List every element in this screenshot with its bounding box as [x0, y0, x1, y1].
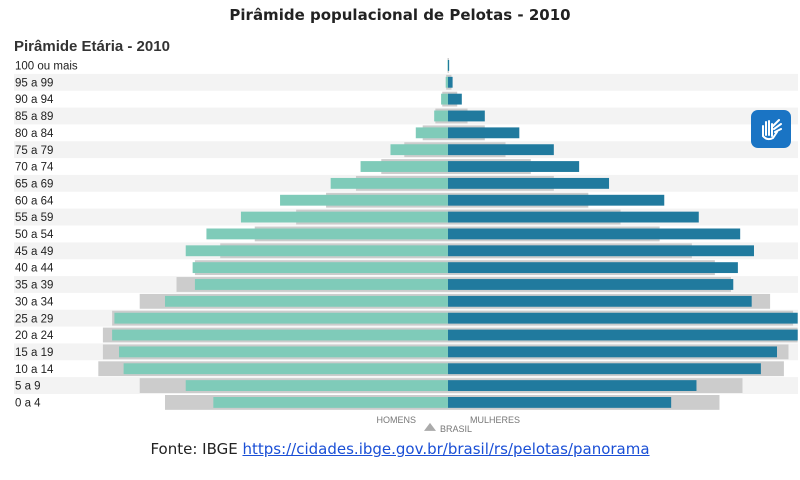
bar-mulheres: [448, 76, 453, 88]
source-link[interactable]: https://cidades.ibge.gov.br/brasil/rs/pe…: [242, 440, 650, 458]
chart-title: Pirâmide Etária - 2010: [14, 38, 170, 55]
bar-mulheres: [448, 211, 699, 223]
category-label: 10 a 14: [15, 364, 54, 376]
bar-mulheres: [448, 93, 462, 105]
bar-mulheres: [448, 346, 777, 358]
bar-homens: [119, 346, 449, 358]
category-label: 75 a 79: [15, 145, 53, 157]
category-label: 95 a 99: [15, 77, 53, 89]
bar-mulheres: [448, 397, 672, 408]
bar-homens: [185, 245, 448, 257]
bar-mulheres: [448, 295, 752, 307]
bar-homens: [114, 312, 449, 324]
bar-mulheres: [448, 329, 798, 341]
category-label: 20 a 24: [15, 330, 54, 342]
bar-homens: [434, 110, 448, 122]
accessibility-button[interactable]: [751, 110, 791, 148]
bar-homens: [194, 279, 448, 290]
bar-mulheres: [448, 60, 450, 71]
category-label: 70 a 74: [15, 162, 54, 174]
category-label: 50 a 54: [15, 229, 54, 241]
source-caption: Fonte: IBGE https://cidades.ibge.gov.br/…: [0, 440, 800, 458]
bar-homens: [390, 144, 448, 156]
bar-mulheres: [448, 262, 738, 274]
bar-mulheres: [448, 279, 734, 290]
category-label: 55 a 59: [15, 212, 53, 224]
bar-homens: [165, 295, 449, 307]
category-label: 30 a 34: [15, 296, 54, 308]
category-label: 5 a 9: [15, 381, 41, 393]
row-band: [14, 107, 798, 125]
category-label: 85 a 89: [15, 111, 53, 123]
bar-mulheres: [448, 144, 554, 156]
bar-mulheres: [448, 312, 798, 324]
source-prefix: Fonte: IBGE: [150, 440, 243, 458]
category-label: 35 a 39: [15, 280, 53, 292]
bar-mulheres: [448, 194, 665, 206]
axis-label-homens: HOMENS: [376, 415, 416, 425]
bar-mulheres: [448, 245, 754, 257]
sign-language-hands-icon: [762, 119, 782, 141]
bar-homens: [123, 363, 448, 375]
bar-homens: [213, 397, 448, 408]
category-label: 100 ou mais: [15, 61, 78, 73]
bar-homens: [441, 93, 448, 105]
category-label: 80 a 84: [15, 128, 54, 140]
bar-homens: [192, 262, 448, 274]
bar-mulheres: [448, 127, 520, 139]
bar-homens: [112, 329, 448, 341]
bar-homens: [185, 380, 448, 391]
bar-mulheres: [448, 110, 485, 122]
bar-homens: [206, 228, 448, 240]
page-title: Pirâmide populacional de Pelotas - 2010: [229, 6, 571, 24]
bar-mulheres: [448, 228, 741, 240]
axis-label-mulheres: MULHERES: [470, 415, 520, 425]
bar-homens: [330, 177, 448, 189]
bar-mulheres: [448, 380, 697, 391]
bar-homens: [280, 194, 448, 206]
category-label: 0 a 4: [15, 398, 41, 410]
category-label: 25 a 29: [15, 313, 53, 325]
bar-mulheres: [448, 177, 610, 189]
bar-homens: [415, 127, 448, 139]
bar-homens: [445, 76, 448, 88]
legend-triangle-icon: [424, 422, 436, 431]
bar-mulheres: [448, 363, 761, 375]
category-label: 45 a 49: [15, 246, 53, 258]
category-label: 90 a 94: [15, 94, 54, 106]
bar-mulheres: [448, 161, 580, 172]
category-label: 40 a 44: [15, 263, 54, 275]
bar-homens: [240, 211, 448, 223]
category-label: 15 a 19: [15, 347, 53, 359]
legend-label: BRASIL: [440, 424, 472, 434]
bar-homens: [360, 161, 448, 172]
row-band: [14, 73, 798, 91]
category-label: 65 a 69: [15, 178, 53, 190]
category-label: 60 a 64: [15, 195, 54, 207]
population-pyramid-chart: 100 ou mais 95 a 99 90 a 94 85 a 89 80 a 84 7…: [14, 58, 798, 434]
